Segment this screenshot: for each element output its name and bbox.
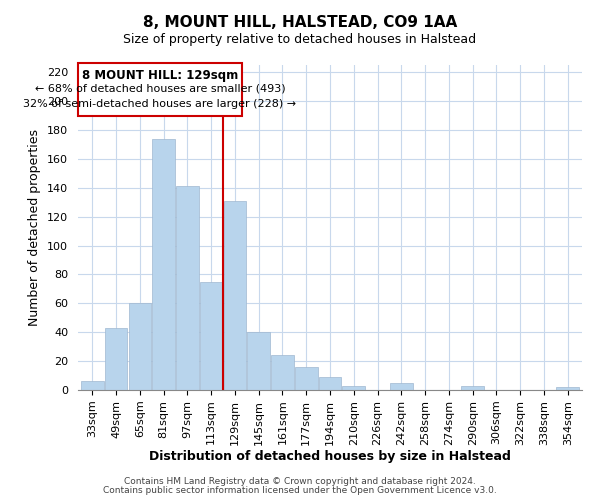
Bar	[247, 332, 270, 390]
X-axis label: Distribution of detached houses by size in Halstead: Distribution of detached houses by size …	[149, 450, 511, 464]
Bar	[343, 386, 365, 390]
Text: 32% of semi-detached houses are larger (228) →: 32% of semi-detached houses are larger (…	[23, 99, 296, 109]
Text: ← 68% of detached houses are smaller (493): ← 68% of detached houses are smaller (49…	[35, 84, 286, 94]
Text: Contains HM Land Registry data © Crown copyright and database right 2024.: Contains HM Land Registry data © Crown c…	[124, 477, 476, 486]
Bar	[319, 377, 341, 390]
Bar	[461, 386, 484, 390]
Text: 8 MOUNT HILL: 129sqm: 8 MOUNT HILL: 129sqm	[82, 68, 238, 82]
Bar	[556, 387, 579, 390]
Bar	[390, 383, 413, 390]
Bar	[271, 356, 294, 390]
Bar	[152, 138, 175, 390]
Bar	[200, 282, 223, 390]
Bar	[176, 186, 199, 390]
Bar	[128, 304, 151, 390]
Bar	[295, 367, 317, 390]
Text: Size of property relative to detached houses in Halstead: Size of property relative to detached ho…	[124, 32, 476, 46]
FancyBboxPatch shape	[78, 62, 242, 116]
Bar	[81, 382, 104, 390]
Text: Contains public sector information licensed under the Open Government Licence v3: Contains public sector information licen…	[103, 486, 497, 495]
Y-axis label: Number of detached properties: Number of detached properties	[28, 129, 41, 326]
Bar	[224, 201, 246, 390]
Text: 8, MOUNT HILL, HALSTEAD, CO9 1AA: 8, MOUNT HILL, HALSTEAD, CO9 1AA	[143, 15, 457, 30]
Bar	[105, 328, 127, 390]
